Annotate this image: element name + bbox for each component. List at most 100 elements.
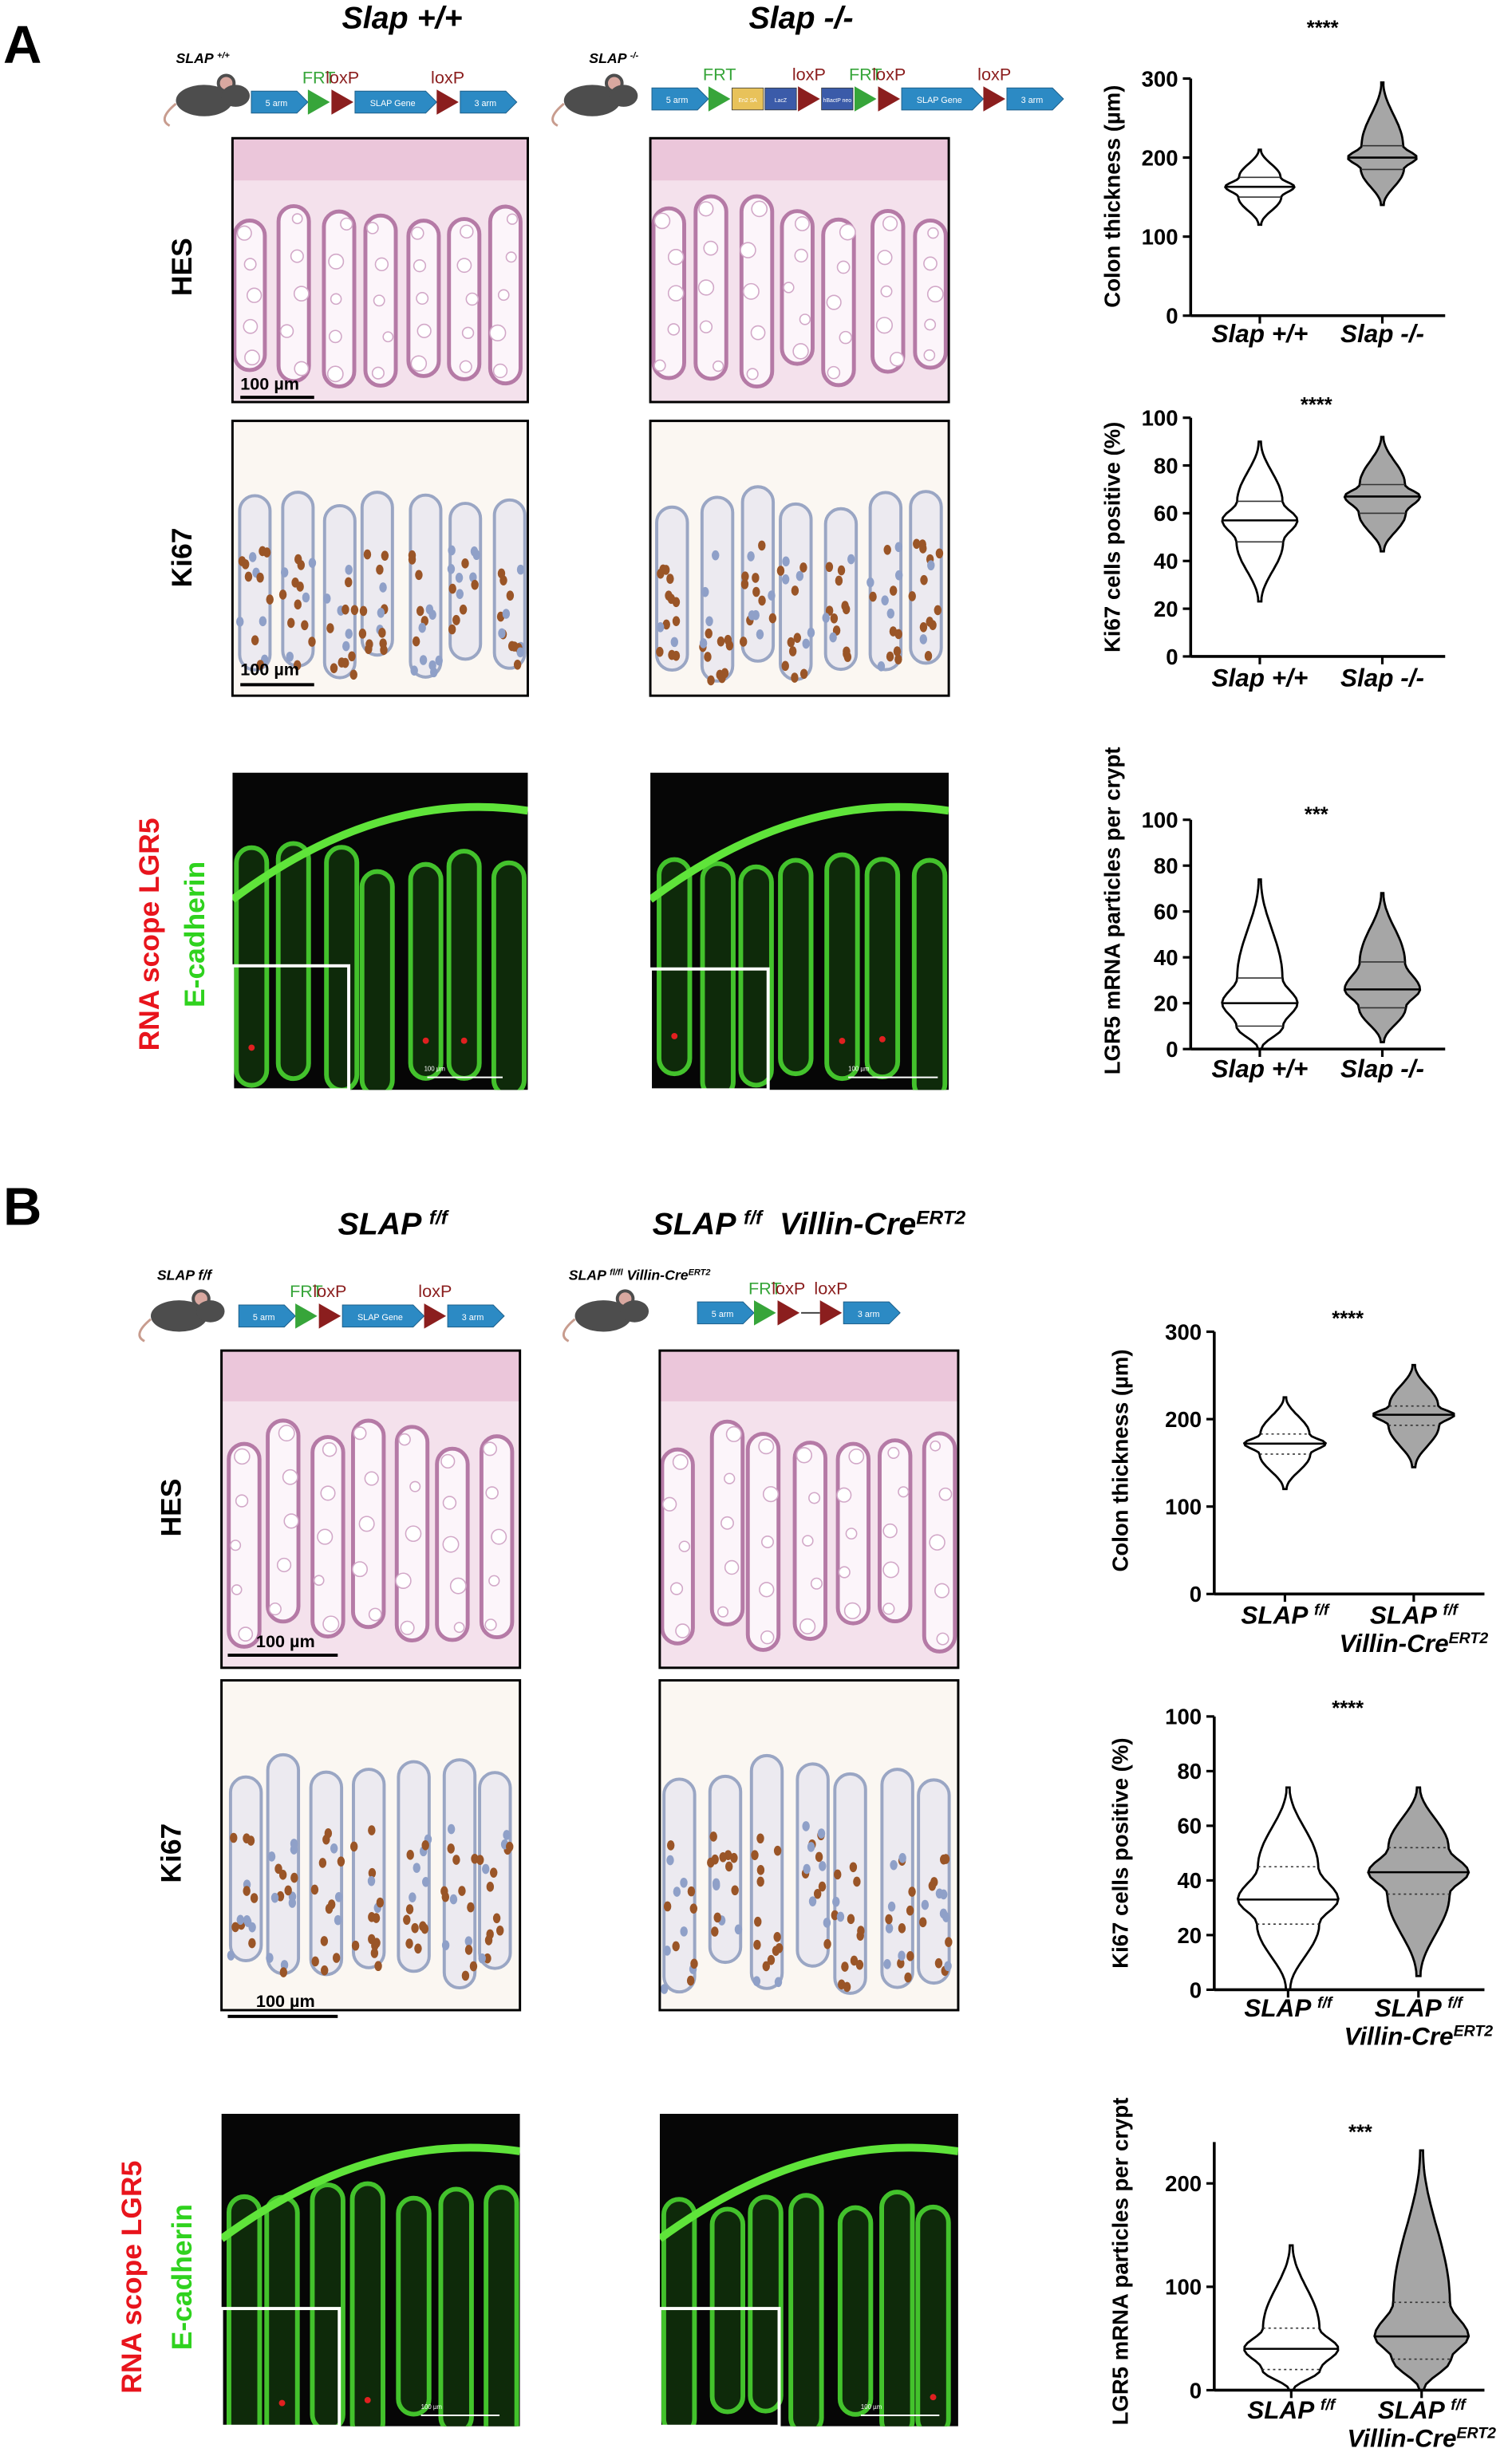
nucleus — [358, 629, 367, 639]
nucleus — [799, 668, 808, 680]
nucleus — [825, 562, 834, 573]
goblet — [291, 213, 303, 225]
mouse-label-part: SLAP — [176, 50, 217, 66]
inset-box — [219, 2307, 341, 2428]
nucleus — [286, 651, 294, 662]
nucleus — [332, 1953, 341, 1963]
nucleus — [886, 651, 894, 662]
nucleus — [885, 1914, 893, 1925]
nucleus — [716, 636, 725, 647]
y-tick-label: 40 — [1154, 549, 1178, 574]
nucleus — [478, 1953, 486, 1964]
nucleus — [886, 608, 895, 619]
y-tick-label: 0 — [1190, 1977, 1202, 2002]
nucleus — [815, 1851, 823, 1863]
nucleus — [768, 613, 777, 624]
crypt — [823, 507, 859, 672]
nucleus — [663, 1946, 671, 1956]
muscle-layer — [232, 138, 528, 181]
category-label-part: Slap -/- — [1340, 1055, 1424, 1083]
nucleus — [449, 1894, 458, 1905]
nucleus — [656, 646, 664, 657]
construct-box-label: hBactP neo — [823, 98, 852, 104]
nucleus — [730, 1852, 738, 1863]
nucleus — [435, 655, 443, 666]
nucleus — [259, 616, 267, 627]
goblet — [328, 329, 342, 344]
y-tick-label: 200 — [1165, 1407, 1202, 1432]
nucleus — [934, 605, 942, 616]
nucleus — [841, 1961, 849, 1972]
construct-site-label: FRT — [703, 64, 736, 84]
category-label-part: Slap +/+ — [1212, 1055, 1309, 1083]
nucleus — [699, 638, 708, 649]
goblet — [662, 1496, 677, 1512]
nucleus — [739, 637, 748, 647]
row-label: E-cadherin — [166, 2204, 198, 2350]
micrograph — [232, 138, 528, 403]
goblet — [882, 1523, 898, 1539]
column-title-part: SLAP — [653, 1206, 744, 1241]
mouse-body — [574, 1300, 632, 1332]
y-axis-label: LGR5 mRNA particles per crypt — [1108, 2098, 1133, 2426]
nucleus — [411, 1922, 419, 1934]
nucleus — [302, 592, 310, 603]
goblet — [698, 201, 714, 217]
category-label-part: SLAP — [1244, 1993, 1317, 2022]
mouse-label-sup: fl/fl — [610, 1268, 623, 1278]
category-label-sup: f/f — [1320, 2396, 1337, 2414]
column-title-part: Villin-Cre — [762, 1206, 916, 1241]
goblet — [371, 366, 385, 380]
crypt — [360, 491, 394, 657]
column-title: Slap -/- — [748, 0, 853, 35]
crypt — [446, 849, 482, 1081]
goblet — [290, 249, 304, 263]
goblet — [875, 317, 894, 334]
panel-letter: A — [3, 15, 41, 75]
rna-dot — [878, 1035, 886, 1043]
nucleus — [767, 1954, 776, 1965]
goblet — [703, 240, 719, 256]
violin-body — [1243, 2244, 1340, 2391]
nucleus — [380, 645, 388, 656]
goblet — [697, 279, 715, 296]
construct-site — [708, 86, 731, 112]
nucleus — [807, 1842, 815, 1852]
nucleus — [837, 565, 846, 576]
nucleus — [367, 1875, 376, 1886]
nucleus — [787, 637, 795, 648]
column-title-part: Slap +/+ — [342, 0, 463, 35]
goblet — [760, 1630, 775, 1645]
nucleus — [929, 620, 937, 630]
nucleus — [847, 554, 855, 565]
nucleus — [908, 1886, 916, 1897]
goblet — [400, 1620, 415, 1635]
nucleus — [924, 651, 933, 661]
nucleus — [825, 605, 834, 616]
goblet — [491, 1528, 507, 1545]
nucleus — [857, 1926, 865, 1936]
construct-site — [331, 89, 353, 115]
y-tick-label: 300 — [1142, 66, 1178, 91]
nucleus — [788, 646, 797, 656]
construct-site-label: loxP — [814, 1278, 847, 1298]
nucleus — [919, 543, 927, 554]
nucleus — [459, 604, 468, 615]
micrograph — [659, 1680, 958, 2011]
nucleus — [405, 1938, 413, 1949]
nucleus — [944, 1961, 952, 1972]
goblet — [827, 365, 841, 380]
construct-label: SLAP Gene — [357, 1313, 403, 1323]
goblet — [880, 285, 893, 298]
mouse-label-part: SLAP — [589, 50, 630, 66]
goblet — [720, 1516, 734, 1530]
nucleus — [323, 593, 331, 604]
goblet — [802, 1535, 814, 1547]
micrograph — [650, 138, 949, 403]
violin-body — [1373, 2149, 1470, 2391]
nucleus — [869, 591, 877, 602]
column-title-sup: f/f — [744, 1207, 764, 1228]
goblet — [724, 1472, 736, 1484]
goblet — [936, 1632, 949, 1646]
